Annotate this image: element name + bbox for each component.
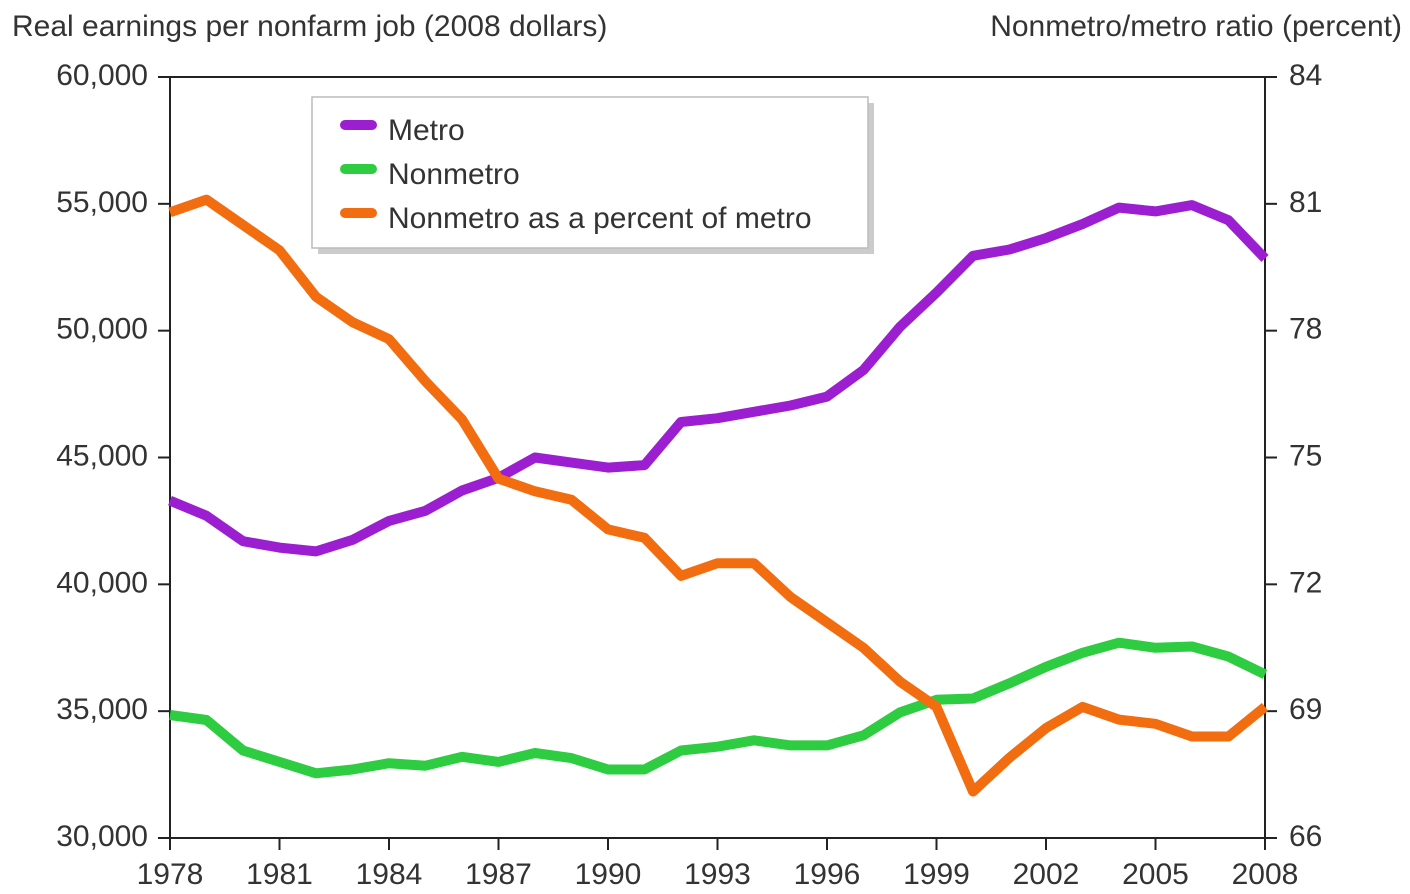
legend: Metro Nonmetro Nonmetro as a percent of me… <box>311 96 874 254</box>
y-tick-label: 40,000 <box>56 566 148 599</box>
y2-tick-label: 75 <box>1289 439 1322 472</box>
y-tick-label: 35,000 <box>56 693 148 726</box>
y2-tick-label: 72 <box>1289 566 1322 599</box>
y2-axis-title: Nonmetro/metro ratio (percent) <box>990 10 1402 43</box>
y2-tick-label: 78 <box>1289 313 1322 346</box>
x-tick-label: 1999 <box>903 858 970 891</box>
x-tick-label: 2008 <box>1232 858 1299 891</box>
legend-label: Nonmetro <box>388 158 520 191</box>
x-tick-label: 1996 <box>794 858 861 891</box>
y2-tick-label: 81 <box>1289 186 1322 219</box>
x-tick-label: 1993 <box>684 858 751 891</box>
series-line <box>168 200 1269 557</box>
y-tick-label: 50,000 <box>56 313 148 346</box>
y2-tick-label: 66 <box>1289 820 1322 853</box>
x-tick-label: 1978 <box>137 858 204 891</box>
legend-label: Metro <box>388 114 465 147</box>
x-tick-label: 2005 <box>1122 858 1189 891</box>
x-tick-label: 1981 <box>246 858 313 891</box>
y-axis-title: Real earnings per nonfarm job (2008 doll… <box>12 10 607 43</box>
x-tick-label: 2002 <box>1013 858 1080 891</box>
series-line <box>169 637 1268 779</box>
y-tick-label: 30,000 <box>56 820 148 853</box>
legend-label: Nonmetro as a percent of metro <box>388 202 812 235</box>
y-tick-label: 60,000 <box>56 59 148 92</box>
y2-tick-label: 84 <box>1289 59 1322 92</box>
y2-tick-label: 69 <box>1289 693 1322 726</box>
x-tick-label: 1990 <box>575 858 642 891</box>
legend-box <box>311 96 869 249</box>
x-tick-label: 1987 <box>465 858 532 891</box>
x-tick-label: 1984 <box>356 858 423 891</box>
y-tick-label: 45,000 <box>56 439 148 472</box>
y-tick-label: 55,000 <box>56 186 148 219</box>
series-line <box>168 194 1269 797</box>
